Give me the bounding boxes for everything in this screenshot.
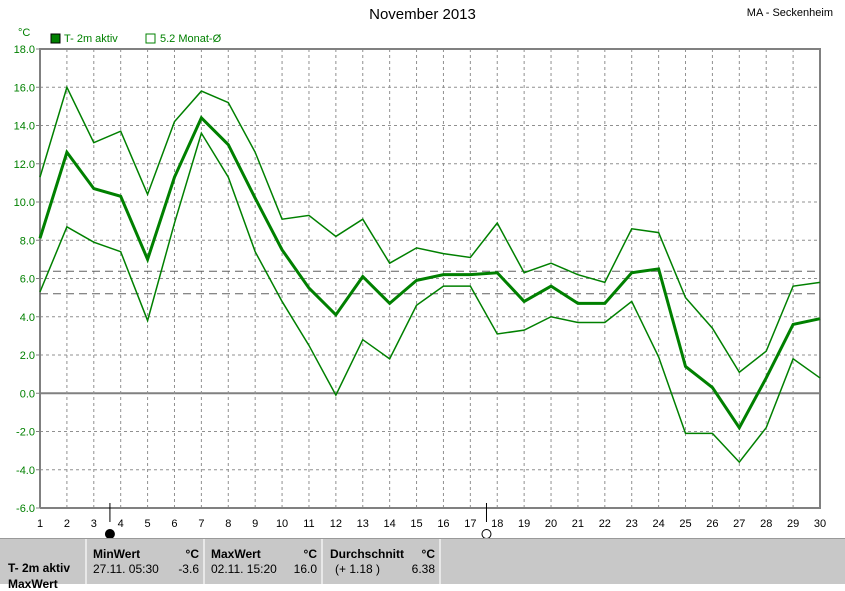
x-tick-label: 3 [91,518,97,530]
legend-swatch-filled [50,33,61,44]
min-cell: MinWert °C 27.11. 05:30 -3.6 [87,539,205,584]
max-label: MaxWert [211,547,261,561]
x-tick-label: 28 [760,518,772,530]
chart-title: November 2013 [369,6,476,23]
max-date: 02.11. 15:20 [211,562,277,576]
plot-frame [39,48,821,509]
x-tick-label: 18 [491,518,503,530]
y-tick-label: 10.0 [14,197,35,209]
min-label: MinWert [93,547,141,561]
unit: °C [303,547,317,561]
x-tick-label: 30 [814,518,826,530]
new-moon-icon [104,529,115,538]
legend-swatch-empty [145,33,156,44]
unit: °C [421,547,435,561]
avg-delta: (+ 1.18 ) [335,562,381,576]
min-value: -3.6 [178,562,199,576]
x-tick-label: 27 [733,518,745,530]
row-label: T- 2m aktiv [8,561,71,575]
stats-panel: T- 2m aktiv MaxWert MinWert °C 27.11. 05… [0,538,845,591]
y-tick-label: 14.0 [14,121,35,133]
y-tick-label: -4.0 [16,465,35,477]
x-tick-label: 8 [225,518,231,530]
x-tick-label: 16 [437,518,449,530]
series-line-min [39,131,821,464]
x-tick-label: 20 [545,518,557,530]
series-line-max [39,85,821,374]
x-tick-label: 29 [787,518,799,530]
min-date: 27.11. 05:30 [93,562,159,576]
x-tick-label: 2 [64,518,70,530]
x-tick-label: 17 [464,518,476,530]
unit: °C [185,547,199,561]
avg-value: 6.38 [411,562,435,576]
x-tick-label: 11 [303,518,314,530]
x-tick-label: 25 [679,518,691,530]
y-tick-label: 4.0 [20,312,35,324]
row-labels: T- 2m aktiv MaxWert [0,539,87,591]
station-label: MA - Seckenheim [746,7,833,19]
x-tick-label: 6 [171,518,177,530]
y-tick-label: 18.0 [14,44,35,56]
x-tick-label: 15 [410,518,422,530]
legend-label: 5.2 Monat-Ø [160,33,222,45]
x-tick-label: 14 [384,518,396,530]
avg-cell: Durchschnitt °C (+ 1.18 ) 6.38 [323,539,441,584]
temperature-chart: -6.0 -4.0 -2.0 0.0 2.0 4.0 6.0 8.0 10.0 12.0 14.0 1… [14,27,826,538]
max-cell: MaxWert °C 02.11. 15:20 16.0 [205,539,323,584]
row-label: MaxWert [8,577,58,591]
x-tick-label: 21 [572,518,584,530]
y-tick-label: 2.0 [20,350,35,362]
max-value: 16.0 [293,562,317,576]
x-tick-label: 12 [330,518,342,530]
y-tick-label: -2.0 [16,427,35,439]
legend-label: T- 2m aktiv [64,33,118,45]
x-tick-label: 24 [652,518,664,530]
y-tick-label: 6.0 [20,274,35,286]
y-tick-label: 0.0 [20,388,35,400]
y-tick-label: -6.0 [16,503,35,515]
y-tick-label: 16.0 [14,82,35,94]
avg-label: Durchschnitt [330,547,405,561]
y-axis-unit: °C [18,27,30,39]
x-tick-label: 19 [518,518,530,530]
x-tick-label: 7 [198,518,204,530]
x-tick-label: 26 [706,518,718,530]
y-tick-label: 12.0 [14,159,35,171]
x-tick-label: 9 [252,518,258,530]
full-moon-icon [481,529,492,538]
x-tick-label: 5 [145,518,151,530]
x-tick-label: 23 [626,518,638,530]
x-tick-label: 4 [118,518,124,530]
y-tick-label: 8.0 [20,235,35,247]
x-tick-label: 10 [276,518,288,530]
series-line-mean [38,115,821,431]
x-tick-label: 13 [357,518,369,530]
x-tick-label: 1 [37,518,43,530]
x-tick-label: 22 [599,518,611,530]
